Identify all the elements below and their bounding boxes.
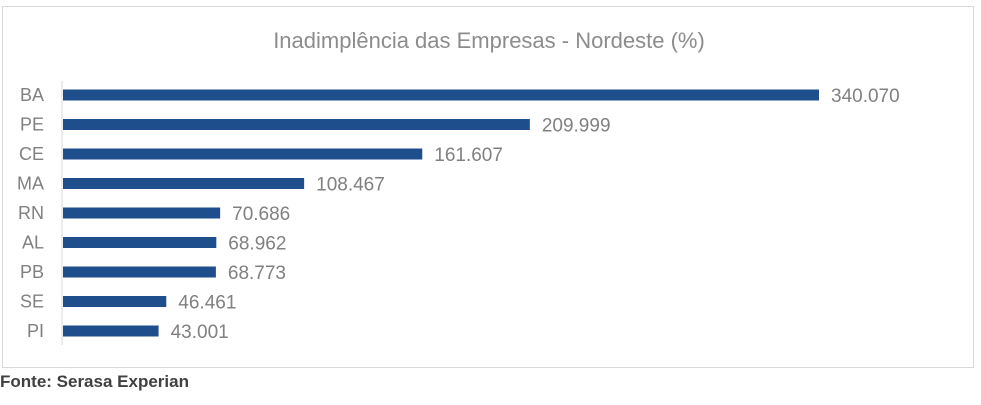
bar-ce bbox=[63, 148, 423, 160]
bar-pe bbox=[63, 119, 530, 130]
data-label-al: 68.962 bbox=[228, 234, 286, 255]
category-label-pi: PI bbox=[27, 321, 44, 341]
bar-al bbox=[63, 237, 217, 248]
data-label-ce: 161.607 bbox=[434, 145, 503, 166]
data-label-ma: 108.467 bbox=[316, 175, 385, 196]
category-label-pe: PE bbox=[20, 115, 44, 135]
bar-rn bbox=[63, 207, 221, 219]
data-label-pe: 209.999 bbox=[542, 116, 611, 137]
category-label-rn: RN bbox=[18, 203, 44, 223]
data-label-pi: 43.001 bbox=[171, 322, 229, 343]
bar-pi bbox=[63, 325, 159, 337]
data-label-pb: 68.773 bbox=[228, 263, 286, 284]
category-label-al: AL bbox=[22, 233, 44, 253]
category-label-pb: PB bbox=[20, 262, 44, 282]
data-label-se: 46.461 bbox=[178, 293, 236, 314]
bar-se bbox=[63, 296, 167, 307]
category-label-se: SE bbox=[20, 292, 44, 312]
category-label-ce: CE bbox=[19, 144, 44, 164]
category-label-ba: BA bbox=[20, 85, 44, 105]
bar-ma bbox=[63, 178, 305, 189]
bar-pb bbox=[63, 266, 216, 278]
bar-ba bbox=[63, 89, 819, 101]
category-label-ma: MA bbox=[17, 174, 44, 194]
chart-title: Inadimplência das Empresas - Nordeste (%… bbox=[273, 28, 705, 53]
data-label-rn: 70.686 bbox=[232, 204, 290, 225]
source-note: Fonte: Serasa Experian bbox=[0, 372, 189, 391]
data-label-ba: 340.070 bbox=[831, 86, 900, 107]
